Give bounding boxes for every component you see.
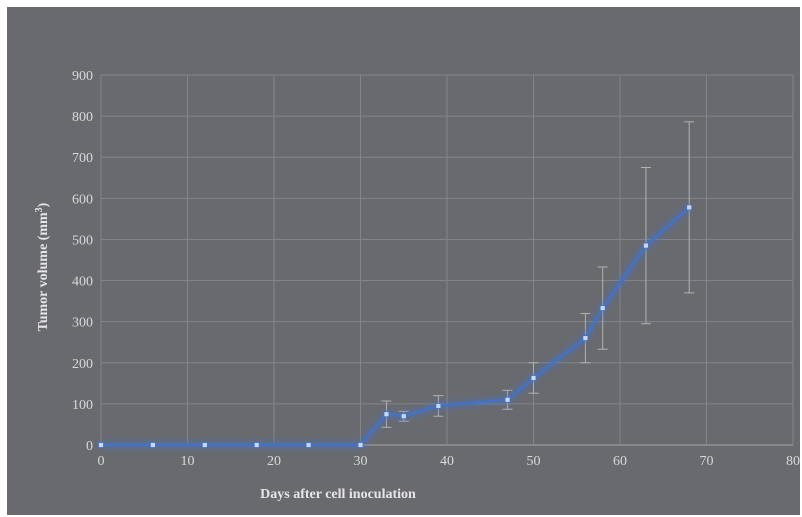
gridlines <box>100 74 794 446</box>
x-tick-label: 0 <box>98 454 105 469</box>
y-axis-label-main: Tumor volume (mm <box>36 212 51 331</box>
data-point <box>201 442 208 448</box>
y-tick-label: 200 <box>72 357 93 372</box>
x-axis-ticks: 0 10 20 30 40 50 60 70 80 <box>98 454 801 469</box>
y-axis-ticks: 0 100 200 300 400 500 600 700 800 900 <box>72 69 93 454</box>
y-tick-label: 100 <box>72 398 93 413</box>
data-point <box>435 403 442 409</box>
x-tick-label: 80 <box>786 454 800 469</box>
y-tick-label: 700 <box>72 151 93 166</box>
y-axis-label: Tumor volume (mm3) <box>34 202 51 331</box>
data-point <box>599 305 606 312</box>
x-tick-label: 30 <box>354 454 368 469</box>
error-bars <box>381 121 695 428</box>
y-tick-label: 600 <box>72 192 93 207</box>
data-point <box>98 442 104 448</box>
data-point <box>582 335 589 342</box>
data-points <box>98 204 693 448</box>
data-point <box>504 396 511 403</box>
x-axis-label: Days after cell inoculation <box>260 487 416 502</box>
data-point <box>400 413 407 420</box>
y-tick-label: 400 <box>72 275 93 290</box>
data-point <box>530 375 537 381</box>
y-axis-label-end: ) <box>36 202 51 207</box>
data-point <box>253 442 260 448</box>
data-point <box>383 411 390 418</box>
series-line-glow <box>101 204 692 449</box>
data-point <box>686 204 693 211</box>
y-tick-label: 800 <box>72 110 93 125</box>
x-tick-label: 40 <box>440 454 454 469</box>
data-point <box>357 442 364 448</box>
data-point <box>643 242 649 249</box>
x-tick-label: 20 <box>267 454 281 469</box>
y-tick-label: 500 <box>72 233 93 248</box>
data-point <box>305 442 312 448</box>
series-lines <box>101 204 692 449</box>
chart-frame: 0 100 200 300 400 500 600 700 800 900 0 10 20 30 40 50… <box>7 7 800 515</box>
data-point <box>149 442 156 448</box>
y-tick-label: 0 <box>86 439 93 454</box>
x-tick-label: 50 <box>527 454 541 469</box>
y-tick-label: 900 <box>72 69 93 84</box>
x-tick-label: 10 <box>181 454 195 469</box>
tumor-volume-chart: 0 100 200 300 400 500 600 700 800 900 0 10 20 30 40 50… <box>34 69 801 502</box>
y-axis-label-superscript: 3 <box>34 207 45 212</box>
series-line <box>101 206 691 447</box>
x-tick-label: 60 <box>613 454 627 469</box>
y-tick-label: 300 <box>72 316 93 331</box>
x-tick-label: 70 <box>700 454 714 469</box>
